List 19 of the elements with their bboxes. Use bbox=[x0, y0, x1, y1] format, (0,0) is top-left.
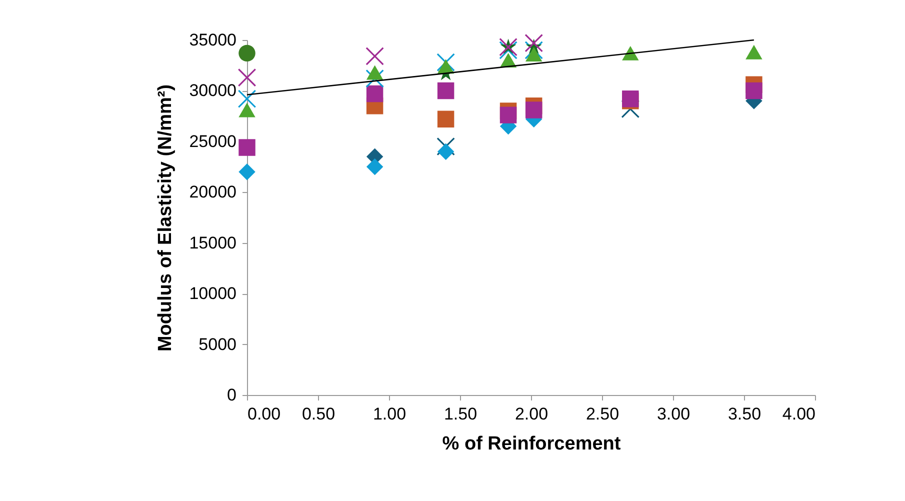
x-tick-label: 3.50 bbox=[728, 404, 762, 424]
x-tick-label: 0.50 bbox=[302, 404, 336, 424]
x-tick-label: 4.00 bbox=[782, 404, 816, 424]
y-tick-label: 15000 bbox=[189, 233, 236, 252]
x-tick-label: 0.00 bbox=[248, 404, 281, 424]
x-tick-label: 3.00 bbox=[656, 404, 690, 424]
y-tick-label: 5000 bbox=[198, 334, 236, 354]
x-tick-label: 1.50 bbox=[444, 404, 478, 424]
y-tick-label: 25000 bbox=[189, 132, 236, 151]
x-tick-label: 1.00 bbox=[372, 404, 406, 424]
x-tick-label: 2.50 bbox=[586, 404, 620, 424]
y-tick-label: 0 bbox=[227, 386, 236, 404]
y-axis-title: Modulus of Elasticity (N/mm²) bbox=[155, 84, 176, 352]
x-tick-label: 2.00 bbox=[514, 404, 548, 424]
y-tick-label: 35000 bbox=[189, 30, 236, 50]
y-tick-label: 10000 bbox=[189, 284, 236, 304]
x-axis-title: % of Reinforcement bbox=[442, 434, 622, 454]
y-tick-label: 20000 bbox=[189, 182, 236, 202]
y-tick-label: 30000 bbox=[189, 81, 236, 100]
